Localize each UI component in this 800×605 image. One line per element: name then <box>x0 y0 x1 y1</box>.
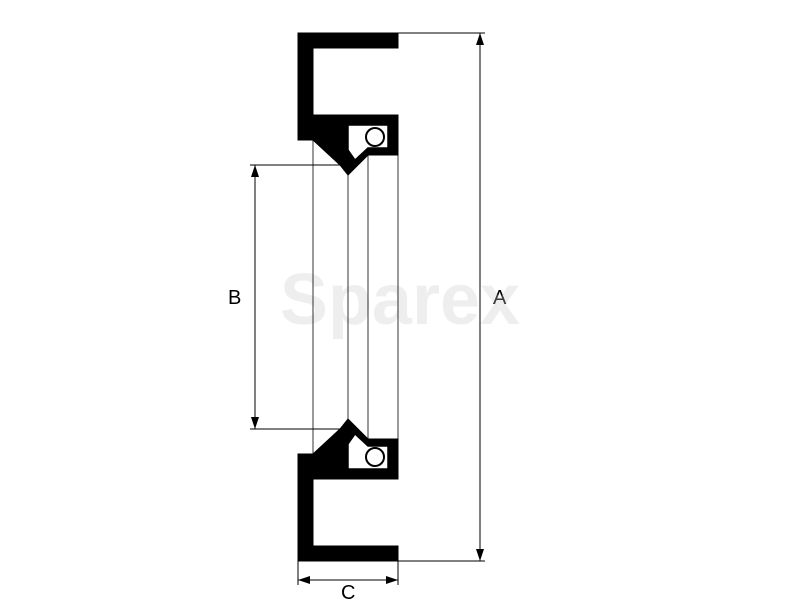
dimension-c <box>298 561 398 585</box>
dimension-b <box>250 165 340 429</box>
dimension-a <box>398 33 485 561</box>
construction-lines <box>313 140 398 454</box>
seal-svg <box>0 0 800 600</box>
seal-diagram <box>0 0 800 600</box>
